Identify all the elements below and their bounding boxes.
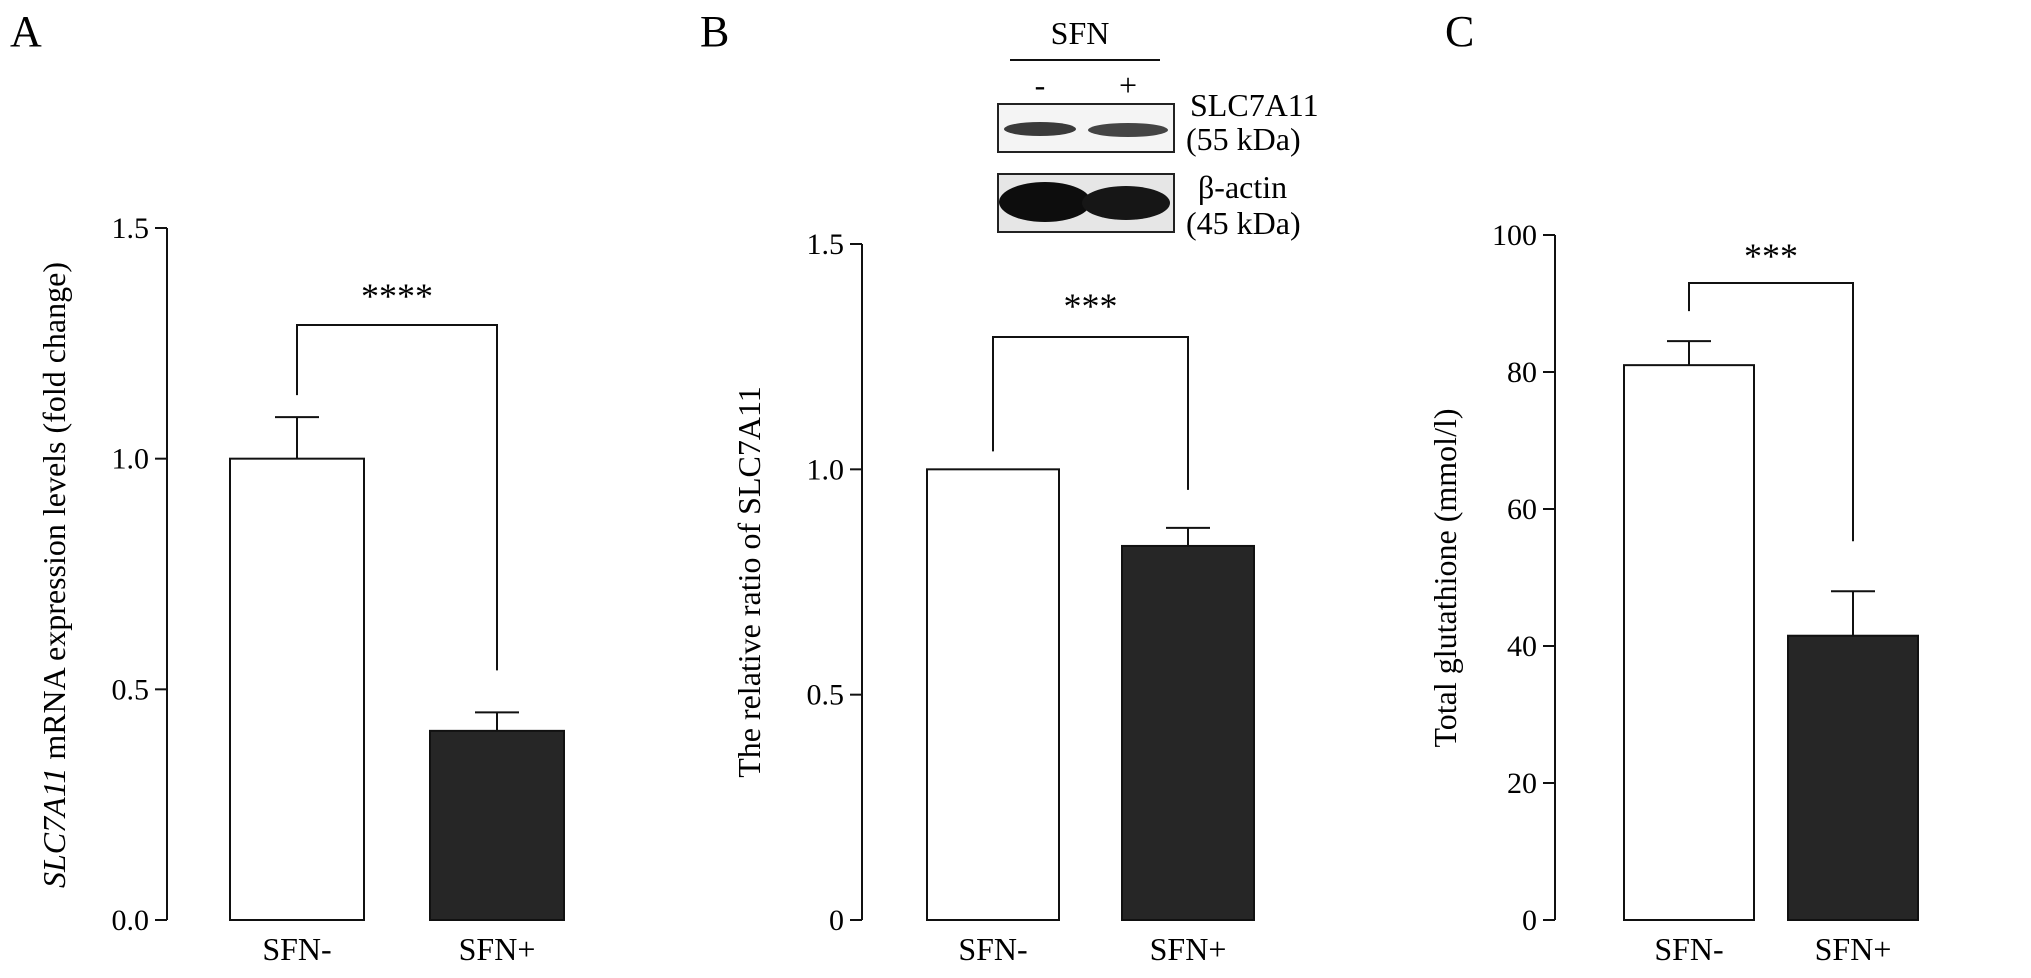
- blot-band-actin-minus: [999, 182, 1091, 222]
- panel-b-category-label-1: SFN-: [958, 931, 1027, 967]
- panel-b-category-label-2: SFN+: [1150, 931, 1227, 967]
- panel-c-bar-2: [1787, 634, 1919, 921]
- panel-a-ytick-label: 1.5: [112, 212, 150, 245]
- blot-protein-slc7a11: SLC7A11: [1190, 87, 1319, 123]
- panel-a-category-label-2: SFN+: [459, 931, 536, 967]
- panel-c-significance-label: ***: [1744, 236, 1798, 276]
- panel-c-chart: 0 20 40 60 80 100 Total glutathione (mmol/l) SF…: [1427, 219, 1919, 967]
- panel-letter-c: C: [1445, 7, 1474, 56]
- panel-a-y-axis-label-gene: SLC7A11: [36, 768, 72, 888]
- panel-b-significance-bracket: [992, 336, 1189, 490]
- panel-b-bar-2: [1121, 544, 1255, 921]
- panel-c-significance-bracket: [1688, 282, 1854, 542]
- panel-c-ytick-label: 80: [1507, 356, 1537, 389]
- panel-a-significance-label: ****: [361, 276, 433, 316]
- panel-a-ytick-label: 0.0: [112, 904, 150, 937]
- panel-b-ytick-label: 0: [829, 904, 844, 937]
- panel-c-ytick-label: 40: [1507, 630, 1537, 663]
- blot-lane-minus: -: [1035, 67, 1046, 103]
- panel-a-significance-bracket: [296, 324, 498, 671]
- panel-letter-a: A: [10, 7, 42, 56]
- blot-treatment-label: SFN: [1051, 15, 1110, 51]
- panel-a-y-axis-label: SLC7A11 mRNA expression levels (fold cha…: [36, 262, 72, 888]
- panel-a-bar-2: [429, 729, 565, 921]
- panel-b-y-axis-label: The relative ratio of SLC7A11: [731, 386, 767, 778]
- panel-b-significance-label: ***: [1064, 286, 1118, 326]
- panel-c-ytick-label: 0: [1522, 904, 1537, 937]
- panel-c-ytick-label: 20: [1507, 767, 1537, 800]
- blot-protein-actin: β-actin: [1198, 169, 1287, 205]
- panel-a-category-label-1: SFN-: [262, 931, 331, 967]
- panel-c-category-label-1: SFN-: [1654, 931, 1723, 967]
- panel-a-chart: 0.0 0.5 1.0 1.5 SLC7A11 mRNA expression leve…: [36, 212, 565, 967]
- panel-b-ytick-label: 1.0: [807, 453, 845, 486]
- blot-band-slc7a11-plus: [1088, 123, 1168, 137]
- panel-a-y-axis-label-rest: mRNA expression levels (fold change): [36, 262, 72, 768]
- blot-band-slc7a11-minus: [1004, 122, 1076, 136]
- panel-c-category-label-2: SFN+: [1815, 931, 1892, 967]
- blot-lane-plus: +: [1119, 67, 1137, 103]
- western-blot: SFN - + SLC7A11 (55 kDa) β-actin (45 kDa…: [997, 15, 1319, 241]
- panel-letter-b: B: [700, 7, 729, 56]
- blot-size-slc7a11: (55 kDa): [1186, 121, 1301, 157]
- panel-a-bar-1: [229, 457, 365, 921]
- panel-a-ytick-label: 0.5: [112, 673, 150, 706]
- panel-c-ytick-label: 100: [1492, 219, 1537, 252]
- panel-c-ytick-label: 60: [1507, 493, 1537, 526]
- panel-b-bar-1: [926, 468, 1060, 921]
- panel-b-ytick-label: 1.5: [807, 228, 845, 261]
- blot-size-actin: (45 kDa): [1186, 205, 1301, 241]
- panel-c-bar-1: [1623, 364, 1755, 921]
- panel-c-y-axis-label: Total glutathione (mmol/l): [1427, 408, 1463, 747]
- panel-b-chart: 0 0.5 1.0 1.5 The relative ratio of SLC7A11 S…: [731, 228, 1255, 967]
- blot-band-actin-plus: [1082, 186, 1170, 220]
- panel-a-ytick-label: 1.0: [112, 443, 150, 476]
- panel-b-ytick-label: 0.5: [807, 679, 845, 712]
